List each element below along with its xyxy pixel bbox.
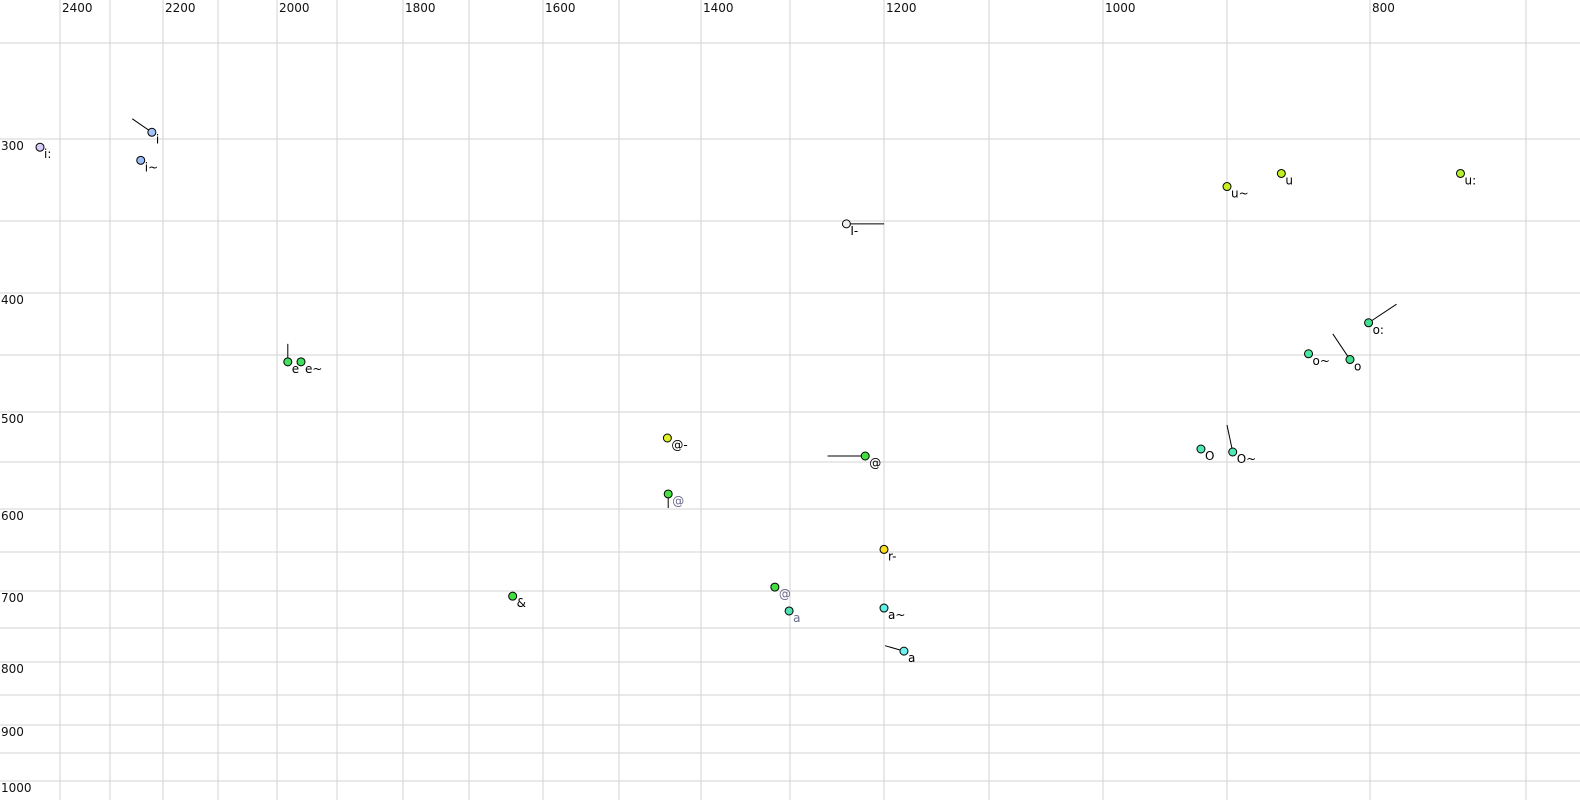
vowel-label: e xyxy=(292,362,299,376)
vowel-marker xyxy=(147,127,157,137)
vowel-marker xyxy=(1304,349,1314,359)
vowel-point: i: xyxy=(35,142,51,161)
x-tick-label: 2200 xyxy=(165,1,196,15)
vowel-point: @ xyxy=(770,582,791,601)
vowel-point: i~ xyxy=(136,155,158,174)
vowel-label: a xyxy=(908,651,915,665)
vowel-point: @ xyxy=(827,451,881,470)
vowel-marker xyxy=(508,591,518,601)
vowel-label: o: xyxy=(1373,323,1384,337)
vowel-marker xyxy=(899,646,909,656)
vowel-point: u~ xyxy=(1222,182,1249,201)
vowel-marker xyxy=(1345,355,1355,365)
vowel-point: u: xyxy=(1455,168,1476,187)
vowel-marker xyxy=(860,451,870,461)
x-tick-label: 1600 xyxy=(545,1,576,15)
vowel-label: @ xyxy=(672,494,684,508)
y-tick-label: 800 xyxy=(1,662,24,676)
data-points: i:ii~e e~u~u u:I-o:o~ oO O~@-@@r-&@a a~a xyxy=(35,118,1476,665)
vowel-label: o xyxy=(1354,360,1361,374)
vowel-point: o~ xyxy=(1304,349,1330,368)
vowel-label: I- xyxy=(850,224,858,238)
vowel-marker xyxy=(663,489,673,499)
vowel-point: O xyxy=(1196,444,1214,463)
vowel-label: O~ xyxy=(1237,452,1257,466)
y-tick-label: 700 xyxy=(1,591,24,605)
formant-trajectory xyxy=(1368,303,1397,324)
vowel-label: e~ xyxy=(305,362,322,376)
vowel-marker xyxy=(1364,318,1374,328)
vowel-marker xyxy=(296,357,306,367)
vowel-point: a xyxy=(784,606,800,625)
vowel-point: o: xyxy=(1364,303,1397,337)
vowel-marker xyxy=(770,582,780,592)
vowel-label: i: xyxy=(44,147,51,161)
vowel-marker xyxy=(1222,182,1232,192)
vowel-marker xyxy=(283,357,293,367)
vowel-label: O xyxy=(1205,449,1214,463)
vowel-label: @ xyxy=(779,587,791,601)
vowel-label: i~ xyxy=(145,160,158,174)
vowel-label: i xyxy=(156,132,159,146)
x-tick-label: 1200 xyxy=(886,1,917,15)
vowel-point: @- xyxy=(662,433,688,452)
vowel-point: e xyxy=(283,343,299,376)
vowel-marker xyxy=(784,606,794,616)
y-tick-label: 400 xyxy=(1,293,24,307)
x-tick-label: 2400 xyxy=(62,1,93,15)
vowel-point: e~ xyxy=(296,357,322,376)
vowel-point: a xyxy=(884,645,915,665)
vowel-marker xyxy=(1276,168,1286,178)
vowel-point: u xyxy=(1276,168,1293,187)
tick-labels: 2400 2200 2000 1800 1600 1400 1200 1000 800 300 40… xyxy=(1,1,1395,795)
vowel-label: u~ xyxy=(1231,187,1249,201)
vowel-label: a~ xyxy=(888,608,905,622)
vowel-label: a xyxy=(793,611,800,625)
vowel-marker xyxy=(1196,444,1206,454)
vowel-label: u: xyxy=(1464,173,1476,187)
vowel-marker xyxy=(136,155,146,165)
x-tick-label: 2000 xyxy=(279,1,310,15)
x-tick-label: 1000 xyxy=(1105,1,1136,15)
vowel-point: & xyxy=(508,591,526,610)
y-tick-label: 900 xyxy=(1,725,24,739)
vowel-label: o~ xyxy=(1313,354,1330,368)
x-tick-label: 1400 xyxy=(703,1,734,15)
y-tick-label: 600 xyxy=(1,509,24,523)
vowel-label: @- xyxy=(671,438,687,452)
y-tick-label: 300 xyxy=(1,139,24,153)
y-tick-label: 1000 xyxy=(1,781,32,795)
vowel-point: O~ xyxy=(1226,424,1257,466)
vowel-point: @ xyxy=(663,489,684,509)
vowel-label: & xyxy=(517,596,526,610)
formant-trajectory xyxy=(1226,424,1234,453)
vowel-marker xyxy=(841,219,851,229)
vowel-label: r- xyxy=(888,549,897,563)
x-tick-label: 800 xyxy=(1372,1,1395,15)
vowel-label: @ xyxy=(869,456,881,470)
vowel-point: i xyxy=(131,118,159,146)
y-tick-label: 500 xyxy=(1,412,24,426)
vowel-label: u xyxy=(1285,173,1293,187)
vowel-marker xyxy=(662,433,672,443)
vowel-marker xyxy=(1455,168,1465,178)
vowel-marker xyxy=(35,142,45,152)
vowel-point: r- xyxy=(879,544,897,563)
formant-trajectory xyxy=(1332,333,1351,360)
vowel-point: a~ xyxy=(879,603,905,622)
vowel-marker xyxy=(879,603,889,613)
x-tick-label: 1800 xyxy=(405,1,436,15)
vowel-marker xyxy=(1228,447,1238,457)
vowel-marker xyxy=(879,544,889,554)
vowel-point: o xyxy=(1332,333,1361,374)
vowel-point: I- xyxy=(841,219,884,238)
